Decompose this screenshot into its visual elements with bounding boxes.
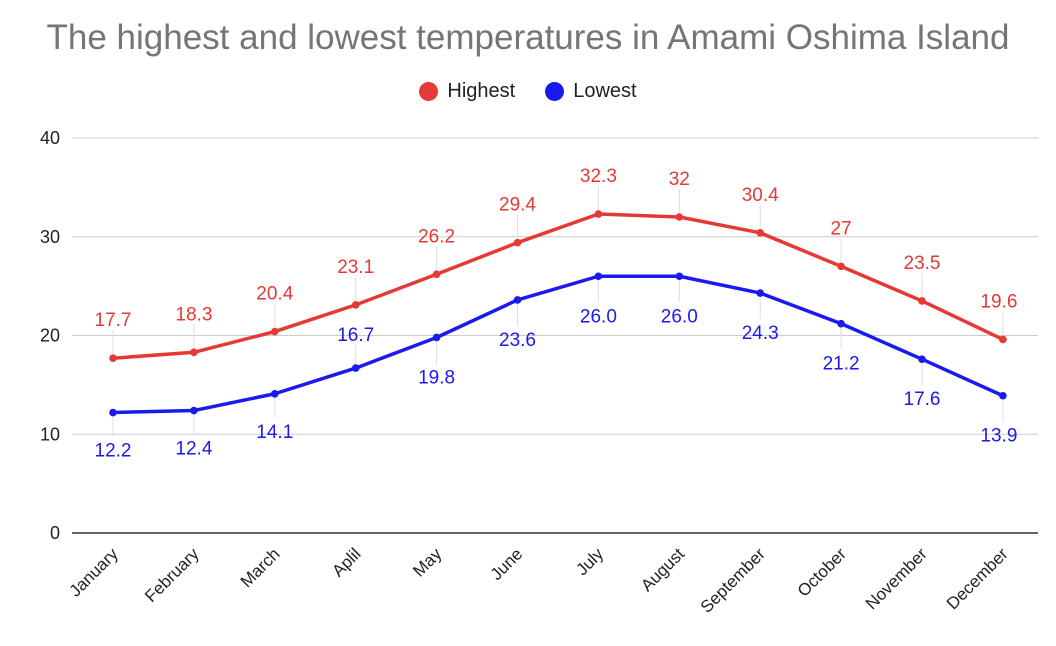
legend: Highest Lowest xyxy=(0,80,1056,103)
data-point-highest xyxy=(190,348,198,357)
x-tick-label: August xyxy=(637,544,688,595)
data-point-highest xyxy=(109,354,117,363)
data-point-lowest xyxy=(513,296,522,304)
data-point-highest xyxy=(756,229,764,237)
data-label-lowest: 13.9 xyxy=(980,426,1017,447)
x-tick-label: May xyxy=(409,544,445,580)
data-point-highest xyxy=(999,335,1007,344)
data-point-lowest xyxy=(675,272,684,281)
data-point-highest xyxy=(513,238,522,247)
legend-label-highest: Highest xyxy=(447,80,516,102)
data-point-lowest xyxy=(432,333,441,342)
data-label-highest: 19.6 xyxy=(980,291,1017,312)
x-tick-label: July xyxy=(572,544,607,579)
data-point-lowest xyxy=(271,389,279,398)
data-label-lowest: 14.1 xyxy=(256,422,293,443)
data-point-lowest xyxy=(918,355,926,364)
data-label-lowest: 16.7 xyxy=(337,325,374,346)
data-label-highest: 30.4 xyxy=(742,185,779,206)
data-point-lowest xyxy=(190,406,198,415)
data-point-lowest xyxy=(756,289,764,297)
data-point-highest xyxy=(837,262,845,271)
data-label-highest: 17.7 xyxy=(95,310,132,331)
chart-title: The highest and lowest temperatures in A… xyxy=(46,18,1010,57)
data-point-lowest xyxy=(999,391,1007,400)
x-tick-label: June xyxy=(487,544,527,584)
data-label-lowest: 26.0 xyxy=(580,306,617,327)
data-point-lowest xyxy=(837,319,845,328)
x-tick-label: November xyxy=(862,544,931,613)
x-tick-label: February xyxy=(141,544,203,606)
data-label-highest: 23.5 xyxy=(904,253,941,274)
data-label-lowest: 26.0 xyxy=(661,306,698,327)
x-tick-label: Aplil xyxy=(328,544,364,580)
legend-marker-highest xyxy=(419,82,439,101)
data-label-highest: 27 xyxy=(831,218,852,239)
data-point-highest xyxy=(594,210,603,218)
data-label-lowest: 12.4 xyxy=(175,439,212,460)
x-tick-label: March xyxy=(237,544,284,591)
data-point-lowest xyxy=(351,364,360,372)
data-point-highest xyxy=(675,213,684,221)
data-point-highest xyxy=(271,327,279,336)
data-point-highest xyxy=(351,301,360,309)
x-tick-label: October xyxy=(794,544,850,600)
data-label-highest: 18.3 xyxy=(175,304,212,325)
y-tick-label: 10 xyxy=(40,424,60,444)
data-label-lowest: 21.2 xyxy=(823,354,860,375)
series-line-highest xyxy=(111,212,1005,360)
y-tick-label: 30 xyxy=(40,227,60,247)
x-tick-label: January xyxy=(66,544,123,601)
data-label-lowest: 24.3 xyxy=(742,323,779,344)
x-tick-label: September xyxy=(697,544,769,616)
data-label-lowest: 19.8 xyxy=(418,367,455,388)
legend-item-lowest[interactable]: Lowest xyxy=(545,80,637,103)
data-label-lowest: 23.6 xyxy=(499,330,536,351)
data-label-highest: 32.3 xyxy=(580,166,617,187)
x-tick-label: December xyxy=(943,544,1012,613)
data-label-highest: 29.4 xyxy=(499,195,536,216)
y-tick-label: 40 xyxy=(40,128,60,148)
legend-item-highest[interactable]: Highest xyxy=(419,80,515,103)
series-line-lowest xyxy=(111,274,1005,415)
data-point-highest xyxy=(918,297,926,305)
data-label-lowest: 17.6 xyxy=(904,389,941,410)
data-label-highest: 32 xyxy=(669,169,690,190)
data-point-lowest xyxy=(109,408,117,417)
data-label-lowest: 12.2 xyxy=(95,441,132,462)
legend-label-lowest: Lowest xyxy=(573,80,637,102)
data-label-highest: 23.1 xyxy=(337,257,374,278)
data-point-highest xyxy=(432,270,441,279)
data-label-highest: 20.4 xyxy=(256,284,293,305)
y-tick-label: 0 xyxy=(50,523,60,543)
data-label-highest: 26.2 xyxy=(418,226,455,247)
data-point-lowest xyxy=(594,272,603,281)
legend-marker-lowest xyxy=(545,82,565,101)
y-tick-label: 20 xyxy=(40,326,60,346)
